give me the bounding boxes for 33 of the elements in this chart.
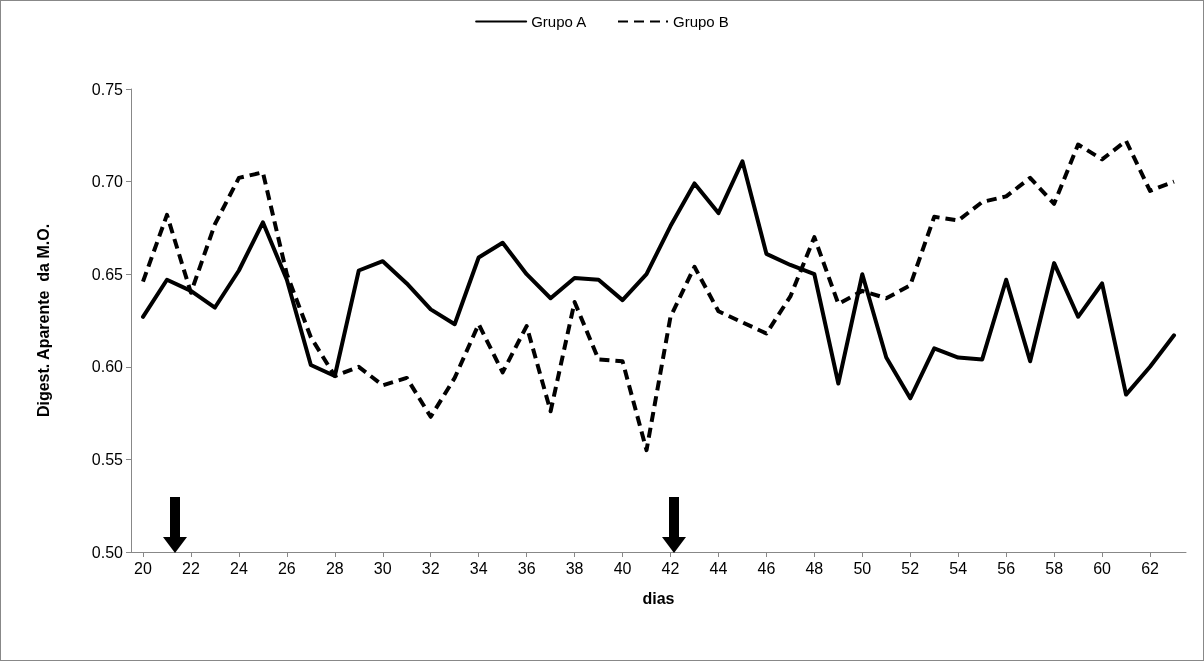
x-tick-label: 50: [853, 559, 872, 577]
y-tick-label: 0.60: [91, 358, 124, 376]
x-tick-label: 22: [182, 559, 200, 577]
x-tick-label: 52: [901, 559, 920, 577]
x-tick-label: 48: [805, 559, 824, 577]
x-tick-label: 32: [421, 559, 440, 577]
legend-label: Grupo A: [531, 13, 587, 30]
line-series: [140, 138, 1177, 453]
x-tick-label: 58: [1045, 559, 1064, 577]
x-tick-label: 36: [517, 559, 536, 577]
legend-label: Grupo B: [673, 13, 729, 30]
x-tick-label: 26: [277, 559, 296, 577]
y-tick-label: 0.55: [91, 450, 124, 468]
x-tick-label: 44: [709, 559, 728, 577]
x-tick-label: 56: [997, 559, 1016, 577]
x-tick-label: 34: [469, 559, 488, 577]
y-tick-label: 0.70: [91, 173, 124, 191]
x-tick-label: 28: [325, 559, 344, 577]
y-tick-label: 0.50: [91, 543, 124, 561]
x-tick-label: 62: [1141, 559, 1160, 577]
x-tick-label: 40: [613, 559, 632, 577]
y-tick-label: 0.65: [91, 265, 124, 283]
x-tick-label: 20: [134, 559, 152, 577]
y-tick-label: 0.75: [91, 80, 124, 98]
x-tick-label: 38: [565, 559, 584, 577]
x-tick-label: 46: [757, 559, 776, 577]
x-axis-title: dias: [642, 589, 675, 607]
x-tick-label: 60: [1093, 559, 1112, 577]
x-tick-label: 24: [230, 559, 248, 577]
y-axis-title: Digest. Aparente da M.O.: [34, 223, 52, 418]
x-tick-label: 30: [373, 559, 392, 577]
x-tick-label: 54: [949, 559, 968, 577]
x-tick-label: 42: [661, 559, 680, 577]
